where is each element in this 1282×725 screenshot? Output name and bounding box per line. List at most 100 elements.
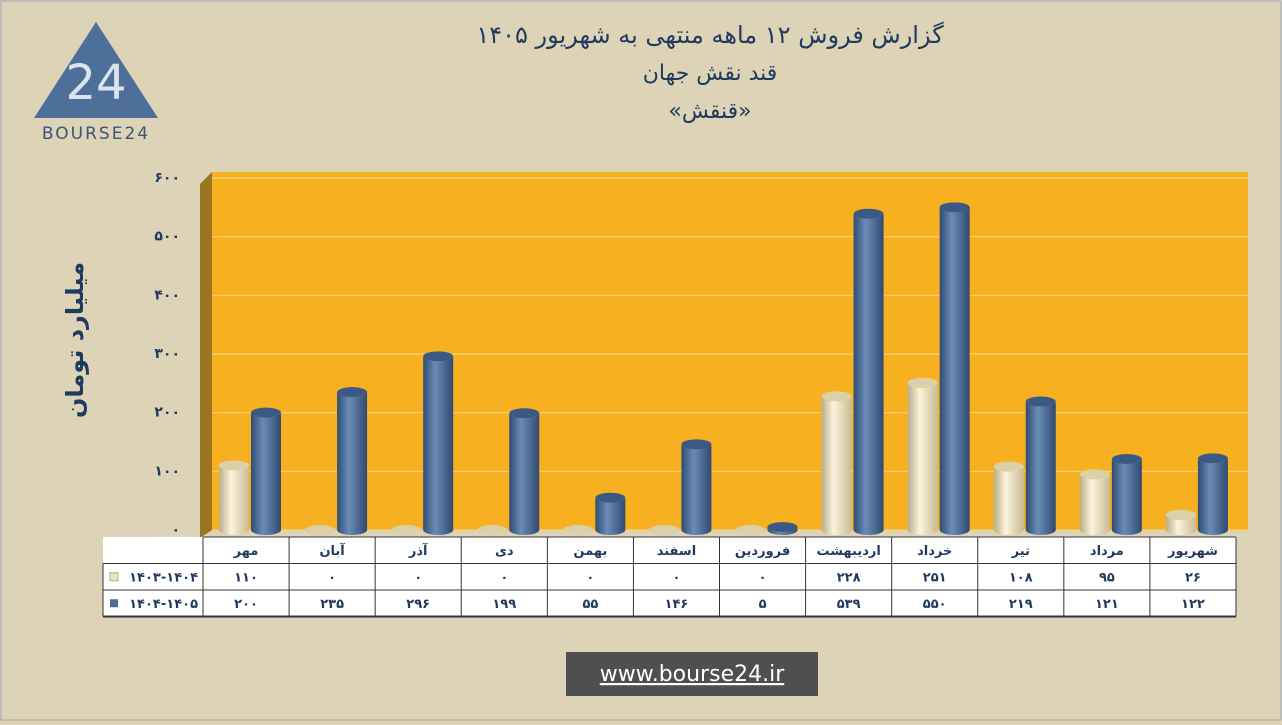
bar-top — [735, 525, 766, 535]
x-tick-label: فروردین — [735, 544, 790, 559]
bar-top — [391, 525, 422, 535]
table-bg — [103, 537, 1236, 617]
bar-top — [767, 522, 798, 533]
x-tick-label: دی — [495, 544, 514, 559]
data-label: ۲۰۰ — [234, 597, 258, 612]
data-label: ۲۳۵ — [320, 597, 344, 612]
bar-top — [821, 391, 852, 402]
data-label: ۰ — [586, 570, 594, 585]
bar — [423, 356, 454, 535]
data-label: ۱۴۶ — [665, 597, 689, 612]
y-tick-label: ۲۰۰ — [154, 405, 180, 421]
data-label: ۵ — [759, 597, 767, 612]
logo: 24 BOURSE24 — [34, 22, 158, 144]
bar-top — [509, 408, 540, 419]
bar-top — [423, 351, 454, 362]
chart-subtitle: «قنقش» — [668, 99, 751, 124]
bar — [853, 213, 884, 535]
bar — [251, 412, 281, 535]
bar — [767, 527, 798, 535]
bar — [1025, 401, 1056, 535]
x-tick-label: تیر — [1011, 544, 1030, 559]
chart-subtitle: قند نقش جهان — [643, 61, 778, 86]
bar — [219, 465, 249, 535]
bar — [1165, 514, 1196, 535]
data-label: ۹۵ — [1099, 570, 1115, 585]
bar-top — [219, 460, 249, 471]
plot-area — [212, 172, 1248, 530]
bar-top — [1111, 454, 1142, 465]
logo-text: BOURSE24 — [42, 124, 150, 144]
data-label: ۵۳۹ — [837, 597, 861, 612]
bar-top — [1197, 453, 1228, 464]
data-label: ۲۲۸ — [837, 570, 861, 585]
bar-top — [649, 525, 680, 535]
bar — [907, 382, 938, 535]
legend-marker — [110, 599, 118, 608]
x-tick-label: شهریور — [1167, 544, 1218, 559]
bar-top — [251, 407, 281, 418]
data-label: ۱۲۲ — [1181, 597, 1205, 612]
bar-top — [939, 202, 970, 213]
data-label: ۰ — [759, 570, 767, 585]
x-tick-label: مهر — [233, 544, 259, 559]
x-tick-label: بهمن — [573, 544, 607, 559]
bar-top — [337, 387, 368, 398]
bar — [509, 413, 540, 535]
x-tick-label: مرداد — [1090, 544, 1124, 559]
x-tick-label: آذر — [408, 542, 428, 559]
data-label: ۱۰۸ — [1009, 570, 1033, 585]
bar — [939, 207, 970, 536]
data-label: ۲۵۱ — [923, 570, 947, 585]
data-label: ۲۹۶ — [406, 597, 430, 612]
data-label: ۰ — [414, 570, 422, 585]
data-label: ۰ — [500, 570, 508, 585]
y-tick-label: ۶۰۰ — [154, 170, 180, 186]
y-axis-label: میلیارد تومان — [61, 262, 89, 418]
bar — [681, 444, 712, 535]
chart-title: گزارش فروش ۱۲ ماهه منتهی به شهریور ۱۴۰۵ — [476, 21, 944, 49]
x-tick-label: خرداد — [917, 544, 952, 559]
y-tick-label: ۴۰۰ — [154, 287, 180, 303]
data-label: ۰ — [672, 570, 680, 585]
legend-label: ۱۴۰۴-۱۴۰۵ — [129, 597, 198, 612]
bar — [1079, 474, 1110, 535]
bar-top — [1079, 469, 1110, 480]
bar-top — [477, 525, 508, 535]
bar-top — [1025, 396, 1056, 407]
x-tick-label: اردیبهشت — [816, 544, 880, 559]
y-tick-label: ۰ — [171, 522, 180, 538]
bar-top — [993, 461, 1024, 472]
footer-box — [566, 652, 818, 696]
data-label: ۱۹۹ — [492, 597, 516, 612]
bar — [595, 497, 626, 535]
side-wall — [200, 172, 212, 538]
x-tick-label: آبان — [319, 542, 345, 559]
y-tick-label: ۵۰۰ — [154, 229, 180, 245]
data-label: ۱۱۰ — [234, 570, 258, 585]
bar-top — [305, 525, 336, 535]
data-label: ۲۱۹ — [1009, 597, 1033, 612]
data-label: ۱۲۱ — [1095, 597, 1119, 612]
y-tick-label: ۱۰۰ — [154, 463, 180, 479]
bar-top — [1165, 509, 1196, 520]
legend-label: ۱۴۰۳-۱۴۰۴ — [129, 570, 198, 585]
bar-top — [853, 208, 884, 219]
bar-top — [907, 377, 938, 388]
bar — [993, 466, 1024, 535]
data-label: ۰ — [328, 570, 336, 585]
bar — [1197, 458, 1228, 535]
bar — [1111, 459, 1142, 535]
bar-top — [563, 525, 594, 535]
footer-url: www.bourse24.ir — [600, 662, 785, 687]
data-label: ۵۵ — [582, 597, 598, 612]
bar-top — [595, 492, 626, 503]
bar — [337, 392, 368, 535]
y-tick-label: ۳۰۰ — [154, 346, 180, 362]
data-label: ۲۶ — [1185, 570, 1201, 585]
legend-marker — [109, 572, 119, 582]
x-tick-label: اسفند — [657, 544, 696, 559]
